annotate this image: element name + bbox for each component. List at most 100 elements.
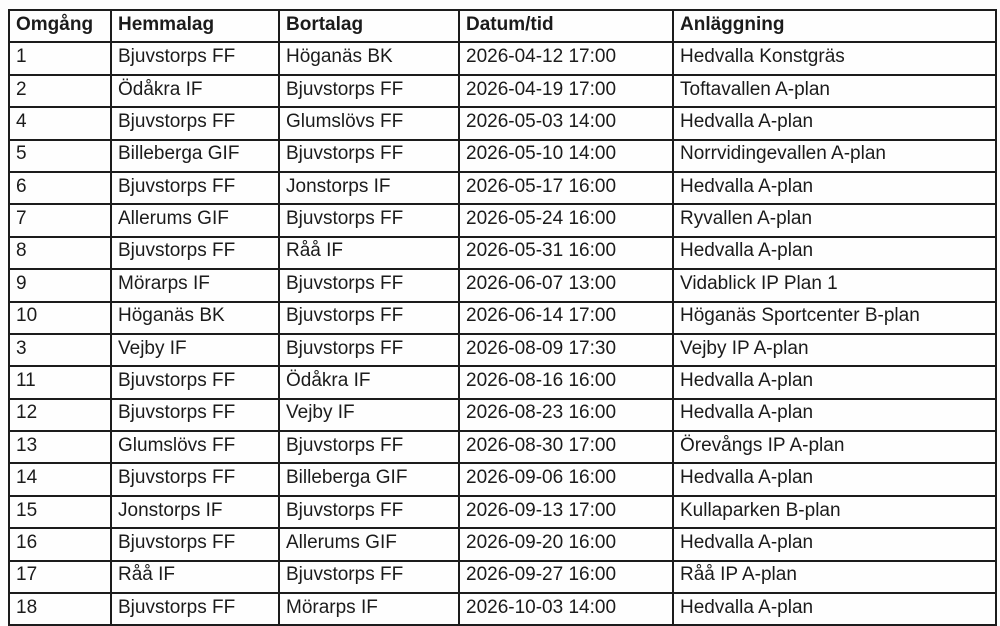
- table-row: 6 Bjuvstorps FF Jonstorps IF 2026-05-17 16:…: [8, 170, 997, 206]
- table-cell-bortalag: Ödåkra IF: [278, 365, 460, 400]
- table-cell-datum-tid: 2026-08-09 17:30: [458, 332, 674, 368]
- table-cell-hemmalag: Vejby IF: [110, 332, 280, 368]
- table-cell-hemmalag: Bjuvstorps FF: [110, 592, 280, 626]
- table-cell-bortalag: Mörarps IF: [278, 592, 460, 626]
- table-cell-anlaggning: Hedvalla A-plan: [672, 397, 997, 433]
- table-cell-omgang: 9: [8, 268, 112, 303]
- table-header-row: Omgång Hemmalag Bortalag Datum/tid Anläggnin…: [8, 8, 997, 44]
- table-row: 5 Billeberga GIF Bjuvstorps FF 2026-05-10 1…: [8, 138, 997, 173]
- table-row: 16 Bjuvstorps FF Allerums GIF 2026-09-20 16…: [8, 527, 997, 562]
- table-cell-datum-tid: 2026-04-19 17:00: [458, 73, 674, 109]
- table-cell-hemmalag: Bjuvstorps FF: [110, 41, 280, 76]
- table-row: 15 Jonstorps IF Bjuvstorps FF 2026-09-13 17…: [8, 494, 997, 530]
- table-cell-omgang: 11: [8, 365, 112, 400]
- table-cell-omgang: 15: [8, 494, 112, 530]
- table-cell-bortalag: Billeberga GIF: [278, 462, 460, 497]
- table-cell-anlaggning: Råå IP A-plan: [672, 559, 997, 595]
- table-cell-omgang: 17: [8, 559, 112, 595]
- table-cell-bortalag: Bjuvstorps FF: [278, 73, 460, 109]
- table-cell-hemmalag: Bjuvstorps FF: [110, 106, 280, 141]
- table-cell-bortalag: Bjuvstorps FF: [278, 332, 460, 368]
- table-row: 14 Bjuvstorps FF Billeberga GIF 2026-09-06 …: [8, 462, 997, 497]
- table-cell-omgang: 10: [8, 300, 112, 335]
- table-cell-anlaggning: Örevångs IP A-plan: [672, 430, 997, 465]
- table-cell-omgang: 13: [8, 430, 112, 465]
- table-row: 10 Höganäs BK Bjuvstorps FF 2026-06-14 17:0…: [8, 300, 997, 335]
- table-cell-omgang: 2: [8, 73, 112, 109]
- table-cell-anlaggning: Toftavallen A-plan: [672, 73, 997, 109]
- table-cell-datum-tid: 2026-05-17 16:00: [458, 170, 674, 206]
- table-cell-omgang: 12: [8, 397, 112, 433]
- table-row: 3 Vejby IF Bjuvstorps FF 2026-08-09 17:30 Ve…: [8, 332, 997, 368]
- table-cell-datum-tid: 2026-05-03 14:00: [458, 106, 674, 141]
- table-cell-anlaggning: Hedvalla A-plan: [672, 365, 997, 400]
- table-cell-bortalag: Bjuvstorps FF: [278, 430, 460, 465]
- table-cell-anlaggning: Hedvalla A-plan: [672, 462, 997, 497]
- table-cell-omgang: 14: [8, 462, 112, 497]
- column-header-hemmalag: Hemmalag: [110, 8, 280, 44]
- table-cell-anlaggning: Hedvalla A-plan: [672, 592, 997, 626]
- table-cell-anlaggning: Hedvalla A-plan: [672, 527, 997, 562]
- table-cell-bortalag: Bjuvstorps FF: [278, 559, 460, 595]
- table-cell-datum-tid: 2026-08-23 16:00: [458, 397, 674, 433]
- table-cell-omgang: 4: [8, 106, 112, 141]
- table-row: 17 Råå IF Bjuvstorps FF 2026-09-27 16:00 Råå…: [8, 559, 997, 595]
- table-cell-datum-tid: 2026-08-30 17:00: [458, 430, 674, 465]
- table-cell-hemmalag: Bjuvstorps FF: [110, 365, 280, 400]
- table-cell-hemmalag: Bjuvstorps FF: [110, 397, 280, 433]
- table-cell-hemmalag: Glumslövs FF: [110, 430, 280, 465]
- table-cell-hemmalag: Allerums GIF: [110, 203, 280, 238]
- table-cell-hemmalag: Bjuvstorps FF: [110, 527, 280, 562]
- table-cell-hemmalag: Mörarps IF: [110, 268, 280, 303]
- table-row: 13 Glumslövs FF Bjuvstorps FF 2026-08-30 17…: [8, 430, 997, 465]
- table-cell-hemmalag: Bjuvstorps FF: [110, 462, 280, 497]
- table-cell-anlaggning: Hedvalla A-plan: [672, 106, 997, 141]
- table-cell-hemmalag: Ödåkra IF: [110, 73, 280, 109]
- table-row: 12 Bjuvstorps FF Vejby IF 2026-08-23 16:00 H…: [8, 397, 997, 433]
- table-row: 11 Bjuvstorps FF Ödåkra IF 2026-08-16 16:00…: [8, 365, 997, 400]
- table-cell-omgang: 1: [8, 41, 112, 76]
- table-cell-anlaggning: Norrvidingevallen A-plan: [672, 138, 997, 173]
- table-cell-anlaggning: Kullaparken B-plan: [672, 494, 997, 530]
- table-cell-bortalag: Bjuvstorps FF: [278, 494, 460, 530]
- table-cell-anlaggning: Hedvalla A-plan: [672, 170, 997, 206]
- column-header-omgang: Omgång: [8, 8, 112, 44]
- table-cell-bortalag: Råå IF: [278, 235, 460, 271]
- table-cell-anlaggning: Hedvalla A-plan: [672, 235, 997, 271]
- table-cell-datum-tid: 2026-05-10 14:00: [458, 138, 674, 173]
- table-cell-hemmalag: Jonstorps IF: [110, 494, 280, 530]
- table-cell-datum-tid: 2026-04-12 17:00: [458, 41, 674, 76]
- table-cell-hemmalag: Höganäs BK: [110, 300, 280, 335]
- table-cell-hemmalag: Bjuvstorps FF: [110, 235, 280, 271]
- table-cell-datum-tid: 2026-09-06 16:00: [458, 462, 674, 497]
- table-cell-bortalag: Jonstorps IF: [278, 170, 460, 206]
- table-cell-datum-tid: 2026-09-27 16:00: [458, 559, 674, 595]
- table-cell-anlaggning: Höganäs Sportcenter B-plan: [672, 300, 997, 335]
- table-row: 7 Allerums GIF Bjuvstorps FF 2026-05-24 16:…: [8, 203, 997, 238]
- table-cell-omgang: 6: [8, 170, 112, 206]
- table-cell-omgang: 18: [8, 592, 112, 626]
- table-cell-datum-tid: 2026-10-03 14:00: [458, 592, 674, 626]
- table-cell-anlaggning: Vidablick IP Plan 1: [672, 268, 997, 303]
- table-row: 1 Bjuvstorps FF Höganäs BK 2026-04-12 17:00…: [8, 41, 997, 76]
- table-cell-omgang: 16: [8, 527, 112, 562]
- column-header-bortalag: Bortalag: [278, 8, 460, 44]
- table-cell-hemmalag: Billeberga GIF: [110, 138, 280, 173]
- table-row: 9 Mörarps IF Bjuvstorps FF 2026-06-07 13:00…: [8, 268, 997, 303]
- table-cell-datum-tid: 2026-05-24 16:00: [458, 203, 674, 238]
- table-cell-bortalag: Vejby IF: [278, 397, 460, 433]
- table-cell-bortalag: Bjuvstorps FF: [278, 300, 460, 335]
- table-cell-datum-tid: 2026-05-31 16:00: [458, 235, 674, 271]
- match-schedule-table: Omgång Hemmalag Bortalag Datum/tid Anläggnin…: [8, 8, 997, 626]
- table-cell-omgang: 8: [8, 235, 112, 271]
- table-cell-omgang: 7: [8, 203, 112, 238]
- table-cell-bortalag: Höganäs BK: [278, 41, 460, 76]
- column-header-anlaggning: Anläggning: [672, 8, 997, 44]
- table-cell-omgang: 5: [8, 138, 112, 173]
- table-cell-datum-tid: 2026-06-07 13:00: [458, 268, 674, 303]
- table-cell-datum-tid: 2026-09-13 17:00: [458, 494, 674, 530]
- table-cell-omgang: 3: [8, 332, 112, 368]
- table-cell-bortalag: Allerums GIF: [278, 527, 460, 562]
- table-row: 8 Bjuvstorps FF Råå IF 2026-05-31 16:00 Hedv…: [8, 235, 997, 271]
- table-cell-anlaggning: Hedvalla Konstgräs: [672, 41, 997, 76]
